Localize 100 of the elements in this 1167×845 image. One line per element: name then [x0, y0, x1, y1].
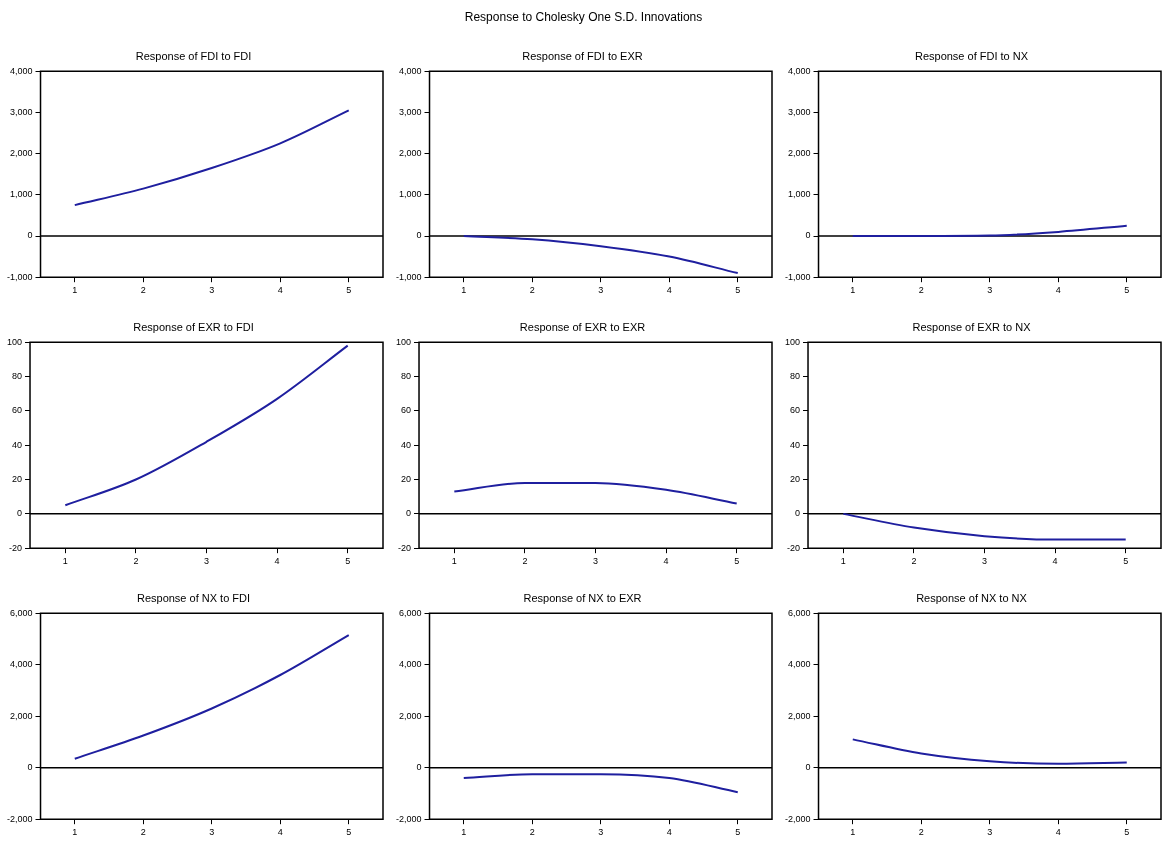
y-tick-label: 0 [406, 508, 412, 519]
x-tick-label: 1 [850, 827, 856, 838]
x-tick-label: 5 [735, 827, 741, 838]
chart-title: Response of EXR to FDI [133, 320, 254, 333]
chart-title: Response of FDI to NX [914, 49, 1029, 62]
x-tick-label: 2 [140, 285, 146, 296]
y-tick-label: 80 [12, 371, 23, 382]
x-tick-label: 3 [982, 556, 988, 567]
y-tick-label: 2,000 [398, 148, 422, 159]
x-tick-label: 3 [598, 827, 604, 838]
chart-title: Response of EXR to EXR [519, 320, 646, 333]
x-tick-label: 3 [209, 827, 215, 838]
y-tick-label: 2,000 [9, 710, 33, 721]
y-tick-label: 6,000 [787, 607, 811, 618]
x-tick-label: 2 [918, 285, 924, 296]
x-tick-label: 2 [529, 285, 535, 296]
y-tick-label: 40 [790, 439, 801, 450]
y-tick-label: 100 [6, 336, 23, 347]
x-tick-label: 1 [840, 556, 846, 567]
x-tick-label: 1 [72, 827, 78, 838]
y-tick-label: -20 [9, 542, 23, 553]
x-tick-label: 4 [277, 827, 283, 838]
x-tick-label: 3 [593, 556, 599, 567]
x-tick-label: 2 [133, 556, 139, 567]
x-tick-label: 3 [598, 285, 604, 296]
y-tick-label: 4,000 [787, 65, 811, 76]
x-tick-label: 5 [1124, 827, 1130, 838]
x-tick-label: 1 [850, 285, 856, 296]
y-tick-label: 2,000 [787, 710, 811, 721]
y-tick-label: -2,000 [6, 813, 33, 824]
y-tick-label: 4,000 [9, 65, 33, 76]
x-tick-label: 2 [522, 556, 528, 567]
x-tick-label: 1 [451, 556, 457, 567]
y-tick-label: 2,000 [9, 148, 33, 159]
chart-title: Response of FDI to FDI [135, 49, 252, 62]
x-tick-label: 4 [663, 556, 669, 567]
y-tick-label: 0 [416, 762, 422, 773]
y-tick-label: 40 [401, 439, 412, 450]
x-tick-label: 1 [461, 827, 467, 838]
y-tick-label: 1,000 [787, 189, 811, 200]
y-tick-label: 1,000 [9, 189, 33, 200]
x-tick-label: 2 [529, 827, 535, 838]
x-tick-label: 3 [987, 285, 993, 296]
y-tick-label: 2,000 [787, 148, 811, 159]
y-tick-label: 0 [416, 230, 422, 241]
y-tick-label: -1,000 [6, 271, 33, 282]
y-tick-label: 6,000 [9, 607, 33, 618]
y-tick-label: -1,000 [395, 271, 422, 282]
y-tick-label: 20 [12, 474, 23, 485]
x-tick-label: 5 [345, 556, 351, 567]
x-tick-label: 2 [140, 827, 146, 838]
x-tick-label: 4 [1055, 285, 1061, 296]
x-tick-label: 4 [274, 556, 280, 567]
x-tick-label: 3 [204, 556, 210, 567]
x-tick-label: 1 [62, 556, 68, 567]
y-tick-label: 2,000 [398, 710, 422, 721]
y-tick-label: -20 [398, 542, 412, 553]
y-tick-label: 3,000 [9, 106, 33, 117]
y-tick-label: 60 [12, 405, 23, 416]
y-tick-label: 4,000 [398, 65, 422, 76]
x-tick-label: 5 [734, 556, 740, 567]
y-tick-label: 60 [790, 405, 801, 416]
x-tick-label: 5 [1123, 556, 1129, 567]
y-tick-label: 100 [784, 336, 801, 347]
x-tick-label: 5 [735, 285, 741, 296]
y-tick-label: 4,000 [787, 659, 811, 670]
x-tick-label: 4 [666, 285, 672, 296]
y-tick-label: 4,000 [9, 659, 33, 670]
y-tick-label: 100 [395, 336, 412, 347]
y-tick-label: 3,000 [787, 106, 811, 117]
x-tick-label: 4 [277, 285, 283, 296]
x-tick-label: 2 [918, 827, 924, 838]
chart-title: Response of NX to NX [916, 591, 1028, 604]
x-tick-label: 5 [346, 827, 352, 838]
y-tick-label: -2,000 [395, 813, 422, 824]
y-tick-label: 0 [805, 762, 811, 773]
x-tick-label: 1 [461, 285, 467, 296]
chart-title: Response of NX to EXR [523, 591, 642, 604]
y-tick-label: 20 [790, 474, 801, 485]
text: Response to Cholesky One S.D. Innovations [464, 10, 703, 24]
y-tick-label: 80 [790, 371, 801, 382]
chart-title: Response of FDI to EXR [522, 49, 643, 62]
y-tick-label: 4,000 [398, 659, 422, 670]
y-tick-label: -1,000 [784, 271, 811, 282]
x-tick-label: 2 [911, 556, 917, 567]
y-tick-label: 60 [401, 405, 412, 416]
chart-title: Response of NX to FDI [136, 591, 251, 604]
y-tick-label: 20 [401, 474, 412, 485]
y-tick-label: 0 [27, 762, 33, 773]
y-tick-label: 80 [401, 371, 412, 382]
x-tick-label: 4 [1055, 827, 1061, 838]
y-tick-label: 40 [12, 439, 23, 450]
y-tick-label: 0 [27, 230, 33, 241]
chart-title: Response of EXR to NX [912, 320, 1032, 333]
x-tick-label: 3 [209, 285, 215, 296]
y-tick-label: -20 [787, 542, 801, 553]
x-tick-label: 5 [346, 285, 352, 296]
x-tick-label: 4 [1052, 556, 1058, 567]
y-tick-label: 0 [805, 230, 811, 241]
x-tick-label: 5 [1124, 285, 1130, 296]
